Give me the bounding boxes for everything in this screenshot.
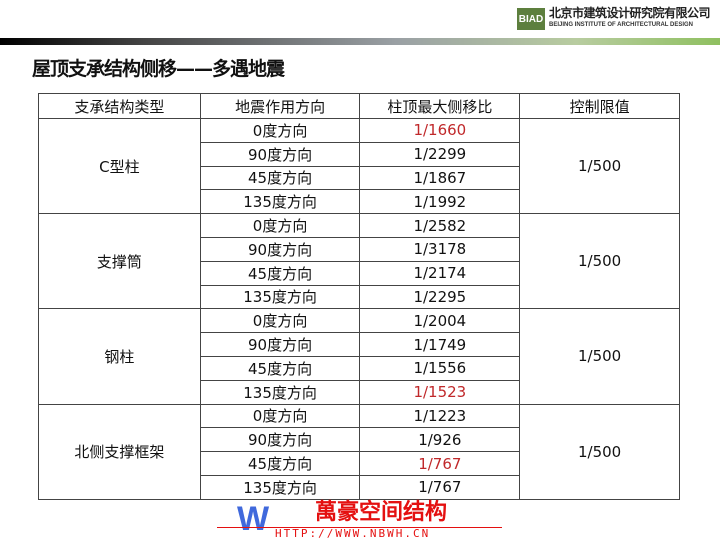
header-limit: 控制限值 bbox=[519, 93, 680, 119]
header-type: 支承结构类型 bbox=[38, 93, 201, 119]
cell-limit: 1/500 bbox=[519, 117, 680, 215]
table-row: 90度方向 1/3178 bbox=[39, 236, 680, 262]
cell-direction: 90度方向 bbox=[199, 236, 361, 262]
cell-direction: 45度方向 bbox=[199, 260, 361, 286]
organization-name: 北京市建筑设计研究院有限公司 BEIJING INSTITUTE OF ARCH… bbox=[549, 6, 711, 29]
table-row: 北侧支撑框架 0度方向 1/1223 1/500 bbox=[38, 403, 680, 500]
table-row: 135度方向 1/2295 bbox=[39, 284, 680, 310]
table-row: C型柱 0度方向 1/1660 1/500 bbox=[38, 117, 680, 215]
cell-direction: 90度方向 bbox=[199, 332, 361, 357]
header-ratio: 柱顶最大侧移比 bbox=[359, 93, 521, 119]
cell-drift-ratio: 1/1749 bbox=[359, 332, 521, 357]
cell-structure-type: C型柱 bbox=[38, 117, 201, 215]
watermark-text: 萬豪空间结构 bbox=[315, 500, 448, 525]
cell-structure-type: 北侧支撑框架 bbox=[38, 403, 201, 500]
cell-direction: 0度方向 bbox=[199, 213, 361, 238]
biad-logo: BIAD bbox=[517, 8, 545, 30]
table-row: 45度方向 1/1867 bbox=[39, 165, 680, 191]
table-row: 135度方向 1/1992 bbox=[39, 189, 680, 215]
cell-structure-type: 支撑筒 bbox=[38, 213, 201, 310]
org-name-en: BEIJING INSTITUTE OF ARCHITECTURAL DESIG… bbox=[549, 22, 694, 28]
table-row: 支撑筒 0度方向 1/2582 1/500 bbox=[38, 213, 680, 310]
org-name-cn: 北京市建筑设计研究院有限公司 bbox=[549, 6, 711, 20]
cell-direction: 90度方向 bbox=[199, 427, 361, 453]
slide-title: 屋顶支承结构侧移——多遇地震 bbox=[32, 58, 285, 80]
cell-direction: 135度方向 bbox=[199, 189, 361, 215]
cell-drift-ratio: 1/1660 bbox=[359, 118, 521, 143]
cell-direction: 135度方向 bbox=[199, 284, 361, 310]
cell-direction: 0度方向 bbox=[199, 308, 361, 334]
drift-table: 支承结构类型 地震作用方向 柱顶最大侧移比 控制限值 C型柱 0度方向 1/1660… bbox=[38, 93, 680, 500]
cell-structure-type: 钢柱 bbox=[38, 308, 201, 405]
cell-drift-ratio: 1/2004 bbox=[359, 308, 521, 334]
watermark: W 萬豪空间结构 HTTP://WWW.NBWH.CN bbox=[215, 500, 515, 540]
cell-drift-ratio: 1/1223 bbox=[359, 403, 521, 429]
table-row: 钢柱 0度方向 1/2004 1/500 bbox=[38, 308, 680, 405]
table-row: 90度方向 1/1749 bbox=[39, 332, 680, 357]
table-header-row: 支承结构类型 地震作用方向 柱顶最大侧移比 控制限值 bbox=[38, 93, 680, 119]
cell-limit: 1/500 bbox=[519, 308, 680, 405]
watermark-logo: W bbox=[237, 500, 270, 538]
table-row: 45度方向 1/1556 bbox=[39, 355, 680, 381]
cell-drift-ratio: 1/1867 bbox=[359, 165, 521, 191]
cell-drift-ratio: 1/2174 bbox=[359, 260, 521, 286]
cell-direction: 0度方向 bbox=[199, 403, 361, 429]
cell-direction: 135度方向 bbox=[199, 474, 361, 500]
cell-limit: 1/500 bbox=[519, 213, 680, 310]
cell-drift-ratio: 1/2582 bbox=[359, 213, 521, 238]
table-row: 135度方向 1/1523 bbox=[39, 379, 680, 405]
cell-drift-ratio: 1/2299 bbox=[359, 141, 521, 167]
cell-direction: 90度方向 bbox=[199, 141, 361, 167]
table-row: 135度方向 1/767 bbox=[39, 474, 680, 500]
watermark-url: HTTP://WWW.NBWH.CN bbox=[275, 527, 431, 540]
header-direction: 地震作用方向 bbox=[199, 93, 361, 119]
cell-direction: 45度方向 bbox=[199, 451, 361, 476]
cell-drift-ratio: 1/767 bbox=[359, 474, 521, 500]
cell-direction: 45度方向 bbox=[199, 355, 361, 381]
cell-drift-ratio: 1/1992 bbox=[359, 189, 521, 215]
watermark-line bbox=[217, 527, 502, 528]
cell-drift-ratio: 1/767 bbox=[359, 451, 521, 476]
cell-drift-ratio: 1/926 bbox=[359, 427, 521, 453]
cell-direction: 45度方向 bbox=[199, 165, 361, 191]
cell-limit: 1/500 bbox=[519, 403, 680, 500]
table-row: 45度方向 1/2174 bbox=[39, 260, 680, 286]
cell-direction: 135度方向 bbox=[199, 379, 361, 405]
cell-drift-ratio: 1/1523 bbox=[359, 379, 521, 405]
header-gradient-bar bbox=[0, 38, 720, 45]
cell-drift-ratio: 1/3178 bbox=[359, 236, 521, 262]
cell-drift-ratio: 1/2295 bbox=[359, 284, 521, 310]
table-row: 90度方向 1/2299 bbox=[39, 141, 680, 167]
cell-direction: 0度方向 bbox=[199, 118, 361, 143]
cell-drift-ratio: 1/1556 bbox=[359, 355, 521, 381]
